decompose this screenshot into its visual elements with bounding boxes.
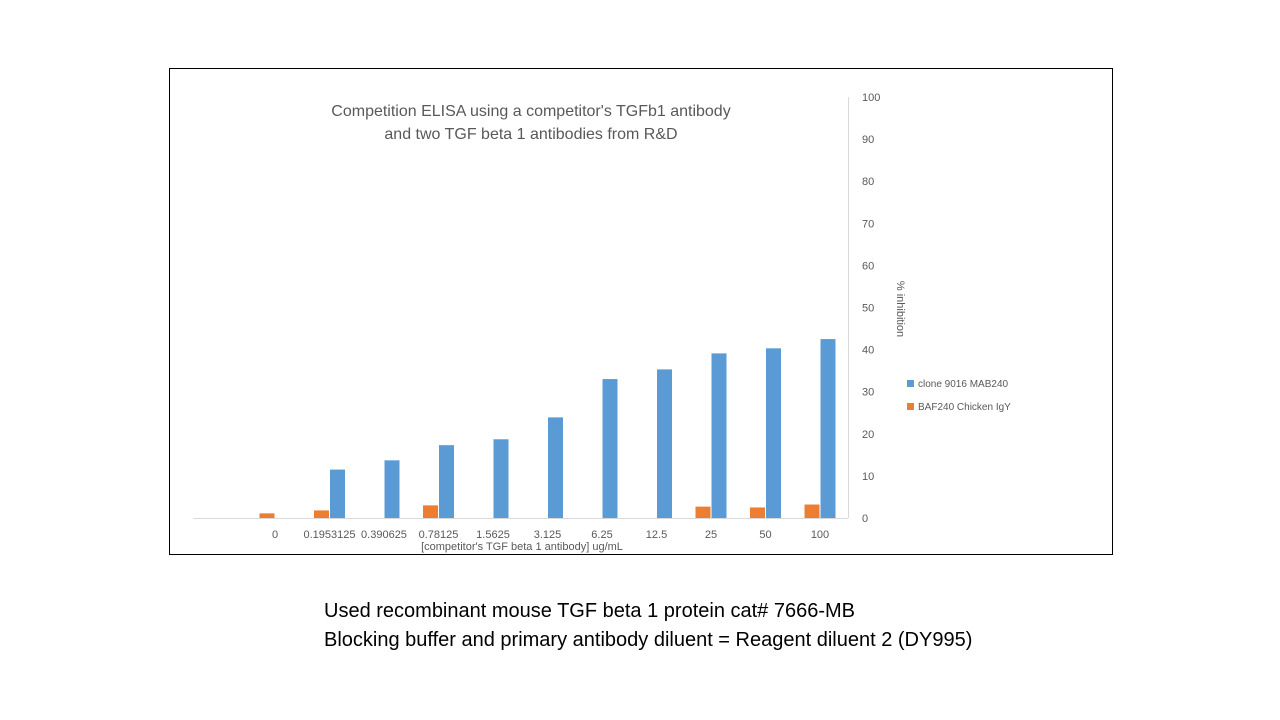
- chart-title: Competition ELISA using a competitor's T…: [300, 100, 762, 146]
- x-axis-title: [competitor's TGF beta 1 antibody] ug/mL: [421, 541, 623, 553]
- x-tick-label: 0.1953125: [304, 529, 356, 541]
- bar-baf240-9: [750, 507, 765, 518]
- bar-clone-9016-9: [766, 348, 781, 518]
- bar-clone-9016-1: [330, 469, 345, 518]
- x-tick-label: 3.125: [534, 529, 562, 541]
- y-tick-label: 80: [862, 176, 874, 188]
- bar-clone-9016-8: [711, 353, 727, 518]
- y-tick-label: 50: [862, 303, 874, 315]
- x-tick-label: 25: [705, 529, 717, 541]
- y-tick-label: 90: [862, 134, 874, 146]
- y-tick-label: 70: [862, 218, 874, 230]
- x-tick-label: 50: [759, 529, 771, 541]
- bar-clone-9016-4: [493, 439, 509, 518]
- y-tick-label: 100: [862, 92, 880, 104]
- notes: Used recombinant mouse TGF beta 1 protei…: [324, 597, 972, 655]
- bar-clone-9016-10: [820, 339, 836, 518]
- y-tick-label: 40: [862, 345, 874, 357]
- x-tick-label: 1.5625: [476, 529, 510, 541]
- bar-baf240-3: [423, 505, 438, 518]
- note-line-1: Used recombinant mouse TGF beta 1 protei…: [324, 600, 856, 622]
- x-tick-label: 6.25: [591, 529, 612, 541]
- bar-clone-9016-2: [384, 460, 400, 518]
- chart-frame: [169, 68, 1113, 555]
- y-tick-label: 60: [862, 260, 874, 272]
- bar-baf240-8: [695, 506, 711, 518]
- y-tick-label: 30: [862, 387, 874, 399]
- x-tick-label: 0: [272, 529, 278, 541]
- y-tick-label: 0: [862, 513, 868, 525]
- y-axis-title: % inhibition: [894, 281, 906, 337]
- bar-clone-9016-5: [548, 417, 563, 518]
- note-line-2: Blocking buffer and primary antibody dil…: [324, 629, 973, 651]
- legend-label-1: BAF240 Chicken IgY: [918, 402, 1011, 413]
- y-tick-label: 20: [862, 429, 874, 441]
- x-tick-label: 100: [811, 529, 829, 541]
- y-tick-label: 10: [862, 471, 874, 483]
- bar-clone-9016-6: [602, 379, 618, 518]
- legend-swatch-0: [907, 380, 914, 387]
- bar-baf240-10: [804, 504, 820, 518]
- bar-clone-9016-3: [439, 445, 454, 518]
- x-tick-label: 12.5: [646, 529, 667, 541]
- legend-label-0: clone 9016 MAB240: [918, 379, 1009, 390]
- legend-swatch-1: [907, 403, 914, 410]
- bar-clone-9016-7: [657, 369, 672, 518]
- chart-title-line-2: and two TGF beta 1 antibodies from R&D: [384, 126, 678, 143]
- chart-title-line-1: Competition ELISA using a competitor's T…: [331, 103, 731, 120]
- x-tick-label: 0.390625: [361, 529, 407, 541]
- x-tick-label: 0.78125: [419, 529, 459, 541]
- bar-baf240-0: [259, 513, 275, 518]
- bar-baf240-1: [314, 510, 329, 518]
